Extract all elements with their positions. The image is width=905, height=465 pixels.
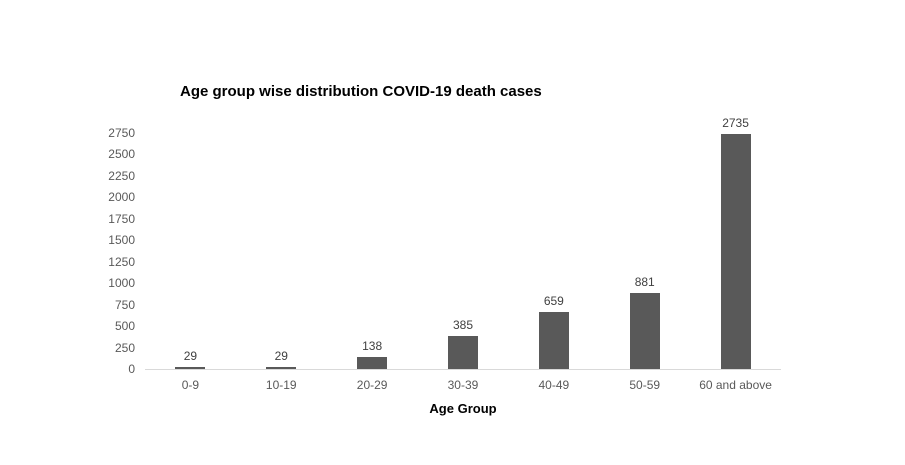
bar (448, 335, 478, 369)
y-tick-label: 1750 (108, 211, 135, 226)
x-axis-title: Age Group (429, 401, 497, 416)
y-tick-label: 2000 (108, 190, 135, 205)
bar-value-label: 2735 (722, 116, 749, 131)
bar-value-label: 29 (183, 348, 198, 363)
x-category-label: 10-19 (265, 378, 297, 392)
y-tick-label: 250 (114, 340, 135, 355)
bar-value-label: 881 (634, 275, 655, 290)
bar (629, 293, 660, 369)
y-tick-label: 1500 (108, 233, 135, 248)
y-tick-label: 1000 (108, 276, 135, 291)
y-tick-label: 750 (114, 297, 135, 312)
x-category-label: 50-59 (629, 378, 661, 392)
bar (175, 366, 206, 369)
bar (538, 312, 569, 369)
chart-title: Age group wise distribution COVID-19 dea… (180, 83, 542, 100)
bar (357, 357, 388, 369)
bar-value-label: 138 (362, 339, 383, 354)
y-tick-label: 0 (128, 362, 135, 376)
x-category-label: 30-39 (447, 378, 479, 392)
bar-value-label: 385 (452, 317, 474, 332)
x-axis-line (145, 369, 781, 370)
x-category-label: 40-49 (538, 378, 570, 392)
y-tick-label: 500 (114, 319, 135, 334)
bar (720, 134, 751, 369)
y-tick-label: 2750 (108, 126, 135, 140)
x-category-label: 20-29 (356, 378, 388, 392)
x-category-label: 0-9 (181, 378, 200, 392)
x-category-label: 60 and above (699, 378, 772, 392)
bar (266, 366, 297, 369)
y-tick-label: 2250 (108, 168, 135, 183)
bar-value-label: 659 (543, 294, 564, 309)
y-tick-label: 1250 (108, 254, 135, 269)
y-tick-label: 2500 (108, 147, 135, 162)
bar-value-label: 29 (274, 348, 288, 363)
